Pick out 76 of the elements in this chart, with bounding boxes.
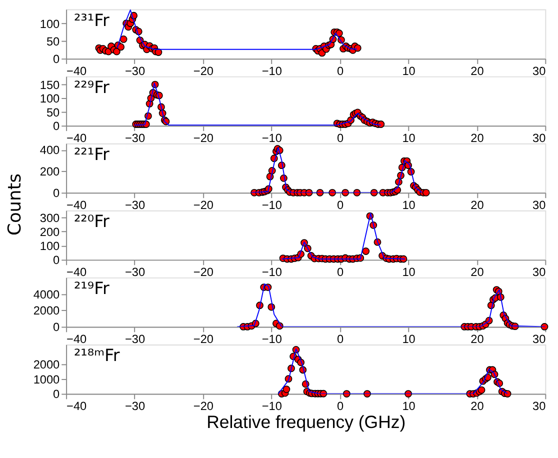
x-tick-label: 30: [532, 130, 546, 145]
x-tick-label: −20: [193, 332, 214, 346]
x-tick-label: 0: [337, 399, 344, 414]
annotation: ²²⁹Fr: [74, 77, 110, 98]
y-tick-label: 0: [53, 253, 60, 268]
annotation: ²²⁰Fr: [74, 211, 110, 232]
y-tick-label: 2000: [33, 357, 60, 372]
y-tick-label: 200: [40, 224, 60, 239]
y-axis-title: Counts: [6, 174, 26, 236]
x-tick-label: 0: [337, 64, 344, 78]
x-tick-label: 20: [470, 130, 484, 145]
y-tick-label: 0: [53, 387, 60, 402]
x-tick-label: 10: [402, 64, 416, 78]
y-tick-label: 0: [53, 186, 60, 200]
x-tick-label: −10: [262, 130, 282, 145]
y-tick-label: 200: [40, 164, 60, 179]
annotation: ²¹⁹Fr: [74, 278, 110, 298]
x-tick-label: −30: [124, 399, 146, 414]
x-tick-label: −30: [124, 130, 146, 145]
x-tick-label: 30: [532, 399, 546, 414]
x-tick-label: −20: [193, 399, 214, 414]
annotation: ²³¹Fr: [74, 10, 110, 30]
x-tick-label: −30: [124, 198, 146, 212]
x-tick-label: −40: [66, 130, 88, 145]
x-tick-label: −10: [262, 64, 282, 78]
x-tick-label: 10: [402, 130, 416, 145]
x-tick-label: 10: [402, 332, 416, 346]
x-tick-label: −40: [66, 198, 88, 212]
x-tick-label: 10: [402, 264, 416, 279]
x-tick-label: 0: [337, 130, 344, 145]
x-tick-label: −40: [66, 399, 88, 414]
y-tick-label: 50: [46, 34, 60, 48]
x-tick-label: 20: [470, 264, 484, 279]
y-tick-label: 150: [40, 78, 60, 92]
x-tick-label: −40: [66, 332, 88, 346]
x-tick-label: −20: [193, 130, 214, 145]
y-tick-label: 4000: [33, 287, 60, 302]
x-tick-label: 10: [402, 198, 416, 212]
x-tick-label: −20: [193, 198, 214, 212]
y-tick-label: 300: [40, 210, 60, 225]
y-tick-label: 0: [53, 52, 60, 66]
x-tick-label: −10: [262, 332, 282, 346]
y-tick-label: 0: [53, 119, 60, 134]
x-axis-title: Relative frequency (GHz): [206, 412, 406, 432]
x-tick-label: −20: [193, 264, 214, 279]
x-tick-label: −30: [124, 264, 146, 279]
x-tick-label: 0: [337, 198, 344, 212]
x-tick-label: 20: [470, 332, 484, 346]
x-tick-label: −40: [66, 264, 88, 279]
y-tick-label: 400: [40, 143, 60, 158]
x-tick-label: 20: [470, 198, 484, 212]
y-tick-label: 0: [53, 320, 60, 334]
x-tick-label: −40: [66, 64, 88, 78]
y-tick-label: 100: [40, 239, 60, 254]
y-tick-label: 100: [40, 16, 60, 31]
x-tick-label: 0: [337, 264, 344, 279]
y-tick-label: 2000: [33, 304, 60, 318]
x-tick-label: 20: [470, 399, 484, 414]
x-tick-label: 30: [532, 198, 546, 212]
y-tick-label: 100: [40, 92, 60, 106]
y-tick-label: 1000: [33, 372, 60, 386]
x-tick-label: −10: [262, 198, 282, 212]
x-tick-label: −10: [262, 264, 282, 279]
y-tick-label: 50: [46, 105, 60, 120]
annotation: ²¹⁸ᵐFr: [74, 345, 120, 366]
x-tick-label: 20: [470, 64, 484, 78]
x-tick-label: 30: [532, 64, 546, 78]
x-tick-label: −20: [193, 64, 214, 78]
x-tick-label: 0: [337, 332, 344, 346]
x-tick-label: −30: [124, 332, 146, 346]
annotation: ²²¹Fr: [74, 144, 110, 164]
x-tick-label: −30: [124, 64, 146, 78]
x-tick-label: 10: [402, 399, 416, 414]
x-tick-label: 30: [532, 264, 546, 279]
x-tick-label: 30: [532, 332, 546, 346]
x-tick-label: −10: [262, 399, 282, 414]
